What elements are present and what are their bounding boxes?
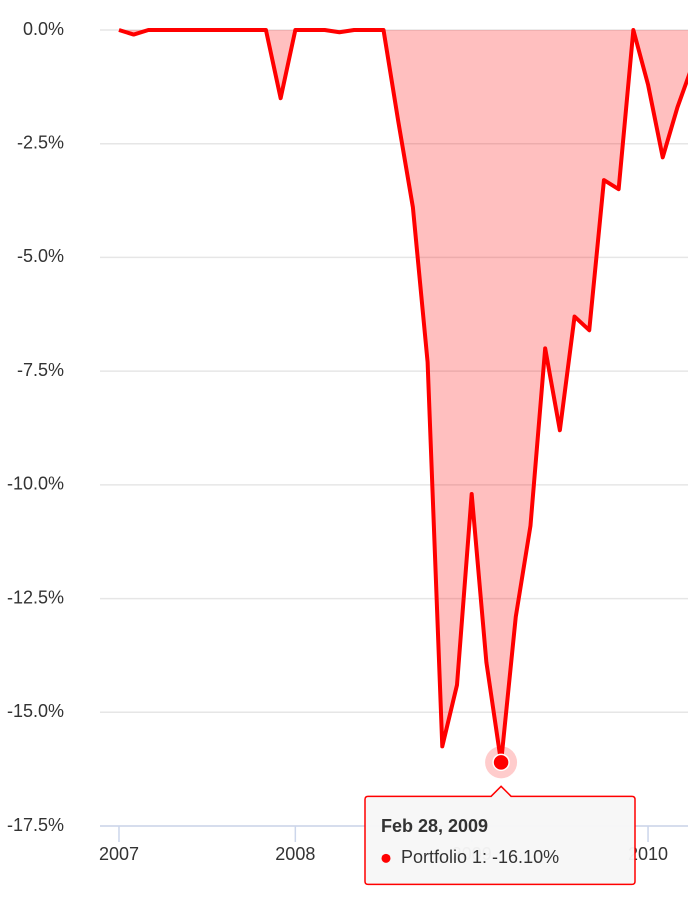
y-tick-label: 0.0% [23, 19, 64, 39]
tooltip-text: Portfolio 1: -16.10% [401, 847, 559, 867]
plot-marks [118, 28, 688, 779]
hover-point [492, 753, 510, 772]
x-tick-label: 2007 [99, 844, 139, 864]
tooltip-bullet [381, 853, 391, 863]
y-tick-label: -15.0% [7, 701, 64, 721]
y-tick-label: -2.5% [17, 132, 64, 152]
y-tick-label: -7.5% [17, 360, 64, 380]
plot-back: 2007200820092010 [99, 29, 688, 864]
tooltip: Feb 28, 2009 Portfolio 1: -16.10% [364, 785, 636, 886]
x-tick-label: 2008 [275, 844, 315, 864]
x-tick-label: 2010 [628, 844, 668, 864]
y-tick-label: -10.0% [7, 474, 64, 494]
y-tick-label: -12.5% [7, 587, 64, 607]
y-tick-label: -17.5% [7, 815, 64, 835]
tooltip-box [364, 785, 636, 886]
area-fill [118, 30, 688, 763]
tooltip-title: Feb 28, 2009 [381, 816, 488, 836]
line [118, 28, 688, 765]
y-tick-label: -5.0% [17, 246, 64, 266]
